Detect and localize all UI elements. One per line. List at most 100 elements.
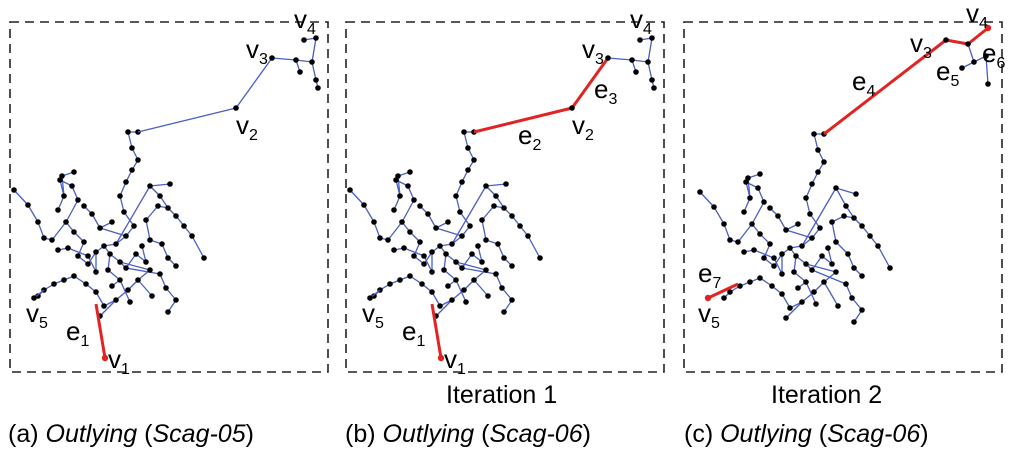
- panel-c-node-v4: [984, 24, 992, 32]
- panel-b-tree-edge: [349, 189, 365, 206]
- caption-a-measure: Outlying: [45, 420, 138, 448]
- caption-b-prefix: (b): [345, 420, 383, 448]
- panel-a-tree-edge: [87, 255, 97, 273]
- panel-c-tree-edge: [805, 263, 837, 273]
- panel-a-node: [157, 271, 163, 277]
- panel-c-node: [829, 261, 835, 267]
- panel-a-node: [131, 223, 137, 229]
- panel-a-edge-e1: [94, 303, 107, 359]
- panel-b-node: [449, 241, 455, 247]
- caption-a-open: (: [137, 420, 153, 448]
- panel-c-tree-edge: [699, 191, 715, 208]
- panel-a-node: [173, 297, 179, 303]
- panel-a-node: [135, 157, 141, 163]
- panel-c-edge-e5: [945, 38, 969, 46]
- panel-a-node: [157, 193, 163, 199]
- panel-a-node: [123, 179, 129, 185]
- panel-b-node: [493, 193, 499, 199]
- panel-c-node: [727, 289, 733, 295]
- panel-a-node: [117, 259, 123, 265]
- panel-b-outlier-node: [645, 59, 651, 65]
- panel-c-node: [771, 255, 777, 261]
- panel-c-node: [735, 239, 741, 245]
- panel-a-node: [75, 197, 81, 203]
- panel-b-node: [469, 251, 475, 257]
- panel-b-node: [525, 233, 531, 239]
- panel-b-outlier-node: [629, 57, 635, 63]
- panel-c-node: [711, 204, 717, 210]
- panel-a-outlier-node: [309, 59, 315, 65]
- panel-c-edge-e7: [707, 282, 739, 300]
- panel-a-node: [85, 253, 91, 259]
- panel-c-node: [783, 227, 789, 233]
- panel-c-node: [807, 211, 813, 217]
- panel-c-node: [697, 189, 703, 195]
- panel-c-label-e4: e4: [852, 66, 875, 100]
- panel-c-node: [809, 235, 815, 241]
- panel-a-node: [189, 233, 195, 239]
- panel-a-node: [135, 277, 141, 283]
- panel-c-outlier-edge: [967, 43, 975, 63]
- panel-a-node: [143, 217, 149, 223]
- panel-a-node: [113, 241, 119, 247]
- panel-c-tree-edge: [811, 255, 823, 271]
- panel-c-node: [741, 249, 747, 255]
- panel-a-node: [97, 225, 103, 231]
- panel-a-label-v5: v5: [26, 298, 48, 332]
- panel-b-node: [471, 277, 477, 283]
- panel-b-label-e1: e1: [402, 316, 425, 350]
- panel-a-node: [155, 203, 161, 209]
- panel-b-tree-edge: [459, 211, 471, 227]
- panel-b-node: [437, 243, 443, 249]
- panel-b-node: [377, 235, 383, 241]
- panel-b-node: [361, 202, 367, 208]
- panel-c-node: [833, 269, 839, 275]
- panel-b-node: [347, 187, 353, 193]
- panel-b-frame: [345, 21, 665, 373]
- panel-a-node: [75, 253, 81, 259]
- panel-c-node: [887, 265, 893, 271]
- panel-c-node: [783, 315, 789, 321]
- panel-c-node: [815, 147, 821, 153]
- panel-a-label-e1: e1: [66, 316, 89, 350]
- panel-c-outlier-node: [959, 65, 965, 71]
- panel-a-outlier-node: [269, 55, 275, 61]
- panel-a-node: [93, 249, 99, 255]
- panel-c-node: [757, 171, 763, 177]
- panel-c-node: [849, 295, 855, 301]
- panel-a-node: [117, 193, 123, 199]
- panel-b-node: [471, 157, 477, 163]
- caption-b-source: Scag-06: [489, 420, 583, 448]
- panel-b-node: [501, 255, 507, 261]
- panel-c-outlier-node: [983, 53, 989, 59]
- panel-c-node: [761, 255, 767, 261]
- panel-c-node: [859, 223, 865, 229]
- panel-c-tree-edge: [877, 245, 891, 269]
- panel-c-outlier-node: [985, 81, 991, 87]
- panel-a-tree-edge: [13, 189, 29, 206]
- panel-c-node: [741, 209, 747, 215]
- panel-a-node: [35, 219, 41, 225]
- panel-a-node: [101, 243, 107, 249]
- panel-b-node: [453, 277, 459, 283]
- panel-b-node-v5: [367, 295, 373, 301]
- panel-a-node: [69, 183, 75, 189]
- panel-b-node: [461, 287, 467, 293]
- panel-b-node: [493, 271, 499, 277]
- panel-c-node: [825, 245, 831, 251]
- panel-a-node: [165, 205, 171, 211]
- panel-b-tree-edge: [435, 227, 463, 237]
- panel-a-node: [173, 263, 179, 269]
- panel-a-tree-edge: [27, 204, 39, 223]
- panel-a-node: [93, 269, 99, 275]
- panel-c-node: [803, 261, 809, 267]
- panel-a-tree-edge: [145, 205, 159, 221]
- panel-a-node: [129, 167, 135, 173]
- panel-a-node-v1: [101, 354, 109, 362]
- panel-c-node: [799, 243, 805, 249]
- panel-c-node: [813, 301, 819, 307]
- panel-a-tree-edge: [119, 261, 151, 271]
- panel-a-label-v2: v2: [236, 110, 258, 144]
- panel-a-tree-edge: [125, 253, 137, 269]
- panel-c-label-v3: v3: [910, 28, 932, 62]
